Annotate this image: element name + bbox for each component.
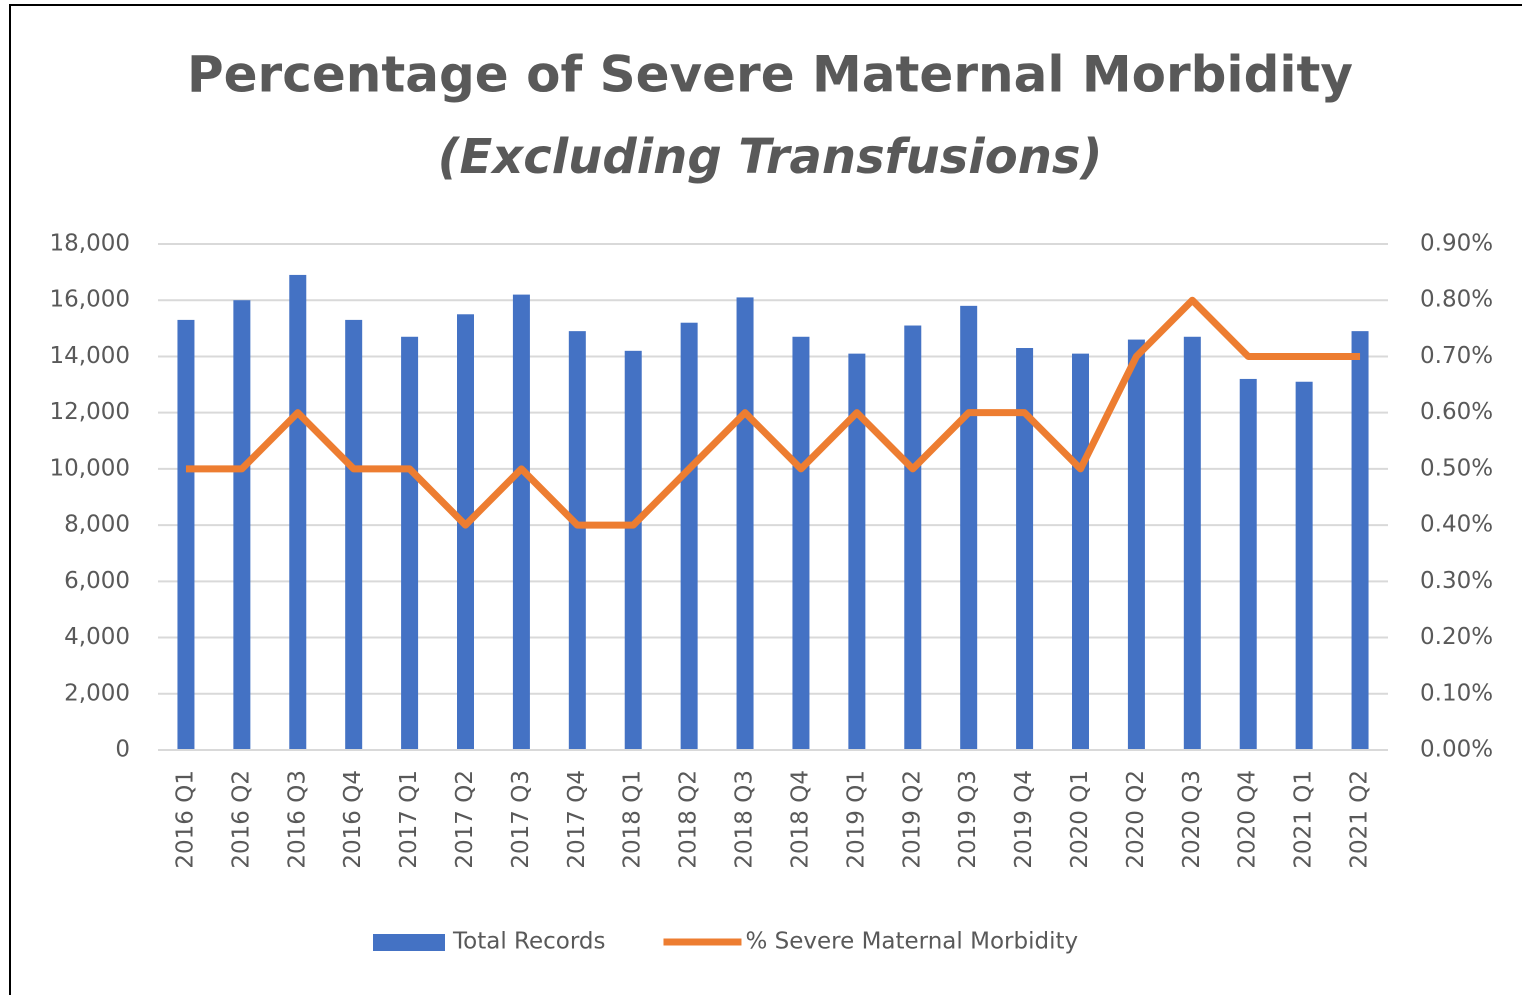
y-tick-label: 12,000 xyxy=(50,399,130,425)
bar xyxy=(345,319,363,750)
bar xyxy=(1016,348,1034,750)
x-tick-label: 2016 Q2 xyxy=(228,770,254,869)
bar xyxy=(512,294,530,750)
bar xyxy=(1295,381,1313,750)
bar xyxy=(904,325,922,750)
y-tick-label: 10,000 xyxy=(50,455,130,481)
bar xyxy=(1072,353,1089,750)
bar xyxy=(736,297,754,750)
bar xyxy=(848,353,866,750)
line xyxy=(185,296,1361,529)
bar xyxy=(1239,378,1257,750)
chart-frame xyxy=(9,4,1522,995)
bar xyxy=(233,300,251,750)
x-tick-label: 2017 Q4 xyxy=(564,770,590,869)
y-tick-label: 0 xyxy=(115,737,130,763)
y-tick-label: 16,000 xyxy=(50,287,130,313)
y2-tick-label: 0.00% xyxy=(1420,737,1493,763)
bar xyxy=(401,336,419,750)
x-tick-label: 2017 Q3 xyxy=(508,770,534,869)
y-tick-label: 2,000 xyxy=(64,680,130,706)
y-tick-label: 6,000 xyxy=(64,568,130,594)
bar xyxy=(1183,336,1201,750)
x-tick-label: 2018 Q4 xyxy=(787,770,813,869)
bar xyxy=(1351,331,1369,750)
x-tick-label: 2020 Q3 xyxy=(1179,770,1205,869)
x-tick-label: 2018 Q1 xyxy=(620,770,646,869)
x-tick-label: 2018 Q3 xyxy=(732,770,758,869)
bar xyxy=(289,274,307,750)
y2-tick-label: 0.80% xyxy=(1420,287,1493,313)
y-tick-label: 14,000 xyxy=(50,343,130,369)
x-tick-label: 2021 Q2 xyxy=(1347,770,1373,869)
x-tick-label: 2020 Q2 xyxy=(1123,770,1149,869)
x-tick-label: 2020 Q1 xyxy=(1067,770,1093,869)
chart-title: Percentage of Severe Maternal Morbidity xyxy=(187,46,1353,104)
y2-tick-label: 0.60% xyxy=(1420,399,1493,425)
x-tick-label: 2017 Q1 xyxy=(396,770,422,869)
legend-label: Total Records xyxy=(452,929,605,955)
chart-subtitle: (Excluding Transfusions) xyxy=(438,129,1103,185)
bar xyxy=(1127,339,1145,750)
y-tick-label: 8,000 xyxy=(64,512,130,538)
y-tick-label: 4,000 xyxy=(64,624,130,650)
x-tick-label: 2019 Q3 xyxy=(955,770,981,869)
bar xyxy=(568,331,586,750)
x-tick-label: 2019 Q2 xyxy=(899,770,925,869)
x-tick-label: 2019 Q4 xyxy=(1011,770,1037,869)
bar xyxy=(457,314,474,750)
x-tick-label: 2019 Q1 xyxy=(843,770,869,869)
x-tick-label: 2016 Q4 xyxy=(340,770,366,869)
x-tick-label: 2016 Q3 xyxy=(284,770,310,869)
x-tick-label: 2017 Q2 xyxy=(452,770,478,869)
bar xyxy=(680,322,698,750)
y2-tick-label: 0.40% xyxy=(1420,512,1493,538)
y2-tick-label: 0.90% xyxy=(1420,231,1493,257)
legend-label: % Severe Maternal Morbidity xyxy=(745,929,1078,955)
y2-tick-label: 0.30% xyxy=(1420,568,1493,594)
y2-tick-label: 0.70% xyxy=(1420,343,1493,369)
bar xyxy=(624,350,642,750)
x-tick-label: 2018 Q2 xyxy=(676,770,702,869)
y2-tick-label: 0.20% xyxy=(1420,624,1493,650)
bar xyxy=(792,336,810,750)
y-tick-label: 18,000 xyxy=(50,231,130,257)
x-tick-label: 2020 Q4 xyxy=(1235,770,1261,869)
bar xyxy=(177,319,195,750)
x-tick-label: 2016 Q1 xyxy=(172,770,198,869)
y2-tick-label: 0.50% xyxy=(1420,455,1493,481)
y2-tick-label: 0.10% xyxy=(1420,680,1493,706)
x-tick-label: 2021 Q1 xyxy=(1291,770,1317,869)
legend-swatch xyxy=(373,934,445,951)
bar xyxy=(960,305,978,750)
